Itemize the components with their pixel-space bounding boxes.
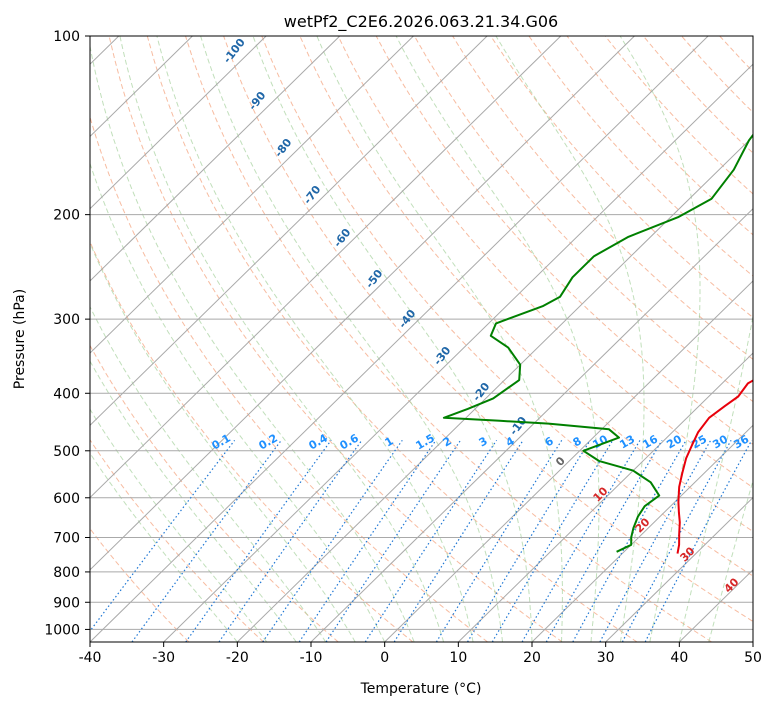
x-tick-label: -20: [226, 650, 249, 666]
y-tick-label: 700: [53, 531, 80, 547]
y-tick-label: 1000: [44, 622, 80, 638]
x-tick-label: -30: [152, 650, 175, 666]
x-tick-label: 50: [744, 650, 762, 666]
chart-title: wetPf2_C2E6.2026.063.21.34.G06: [284, 12, 558, 32]
y-tick-label: 100: [53, 29, 80, 45]
x-tick-label: -40: [79, 650, 102, 666]
y-tick-label: 200: [53, 208, 80, 224]
x-tick-label: -10: [300, 650, 323, 666]
y-tick-label: 500: [53, 444, 80, 460]
y-tick-label: 600: [53, 491, 80, 507]
y-tick-label: 400: [53, 386, 80, 402]
y-tick-label: 900: [53, 595, 80, 611]
y-axis-label: Pressure (hPa): [12, 289, 28, 389]
x-tick-label: 10: [449, 650, 467, 666]
x-tick-label: 30: [597, 650, 615, 666]
y-tick-label: 300: [53, 312, 80, 328]
y-tick-label: 800: [53, 565, 80, 581]
x-tick-label: 0: [380, 650, 389, 666]
x-tick-label: 40: [670, 650, 688, 666]
x-tick-label: 20: [523, 650, 541, 666]
x-axis-label: Temperature (°C): [360, 681, 482, 697]
